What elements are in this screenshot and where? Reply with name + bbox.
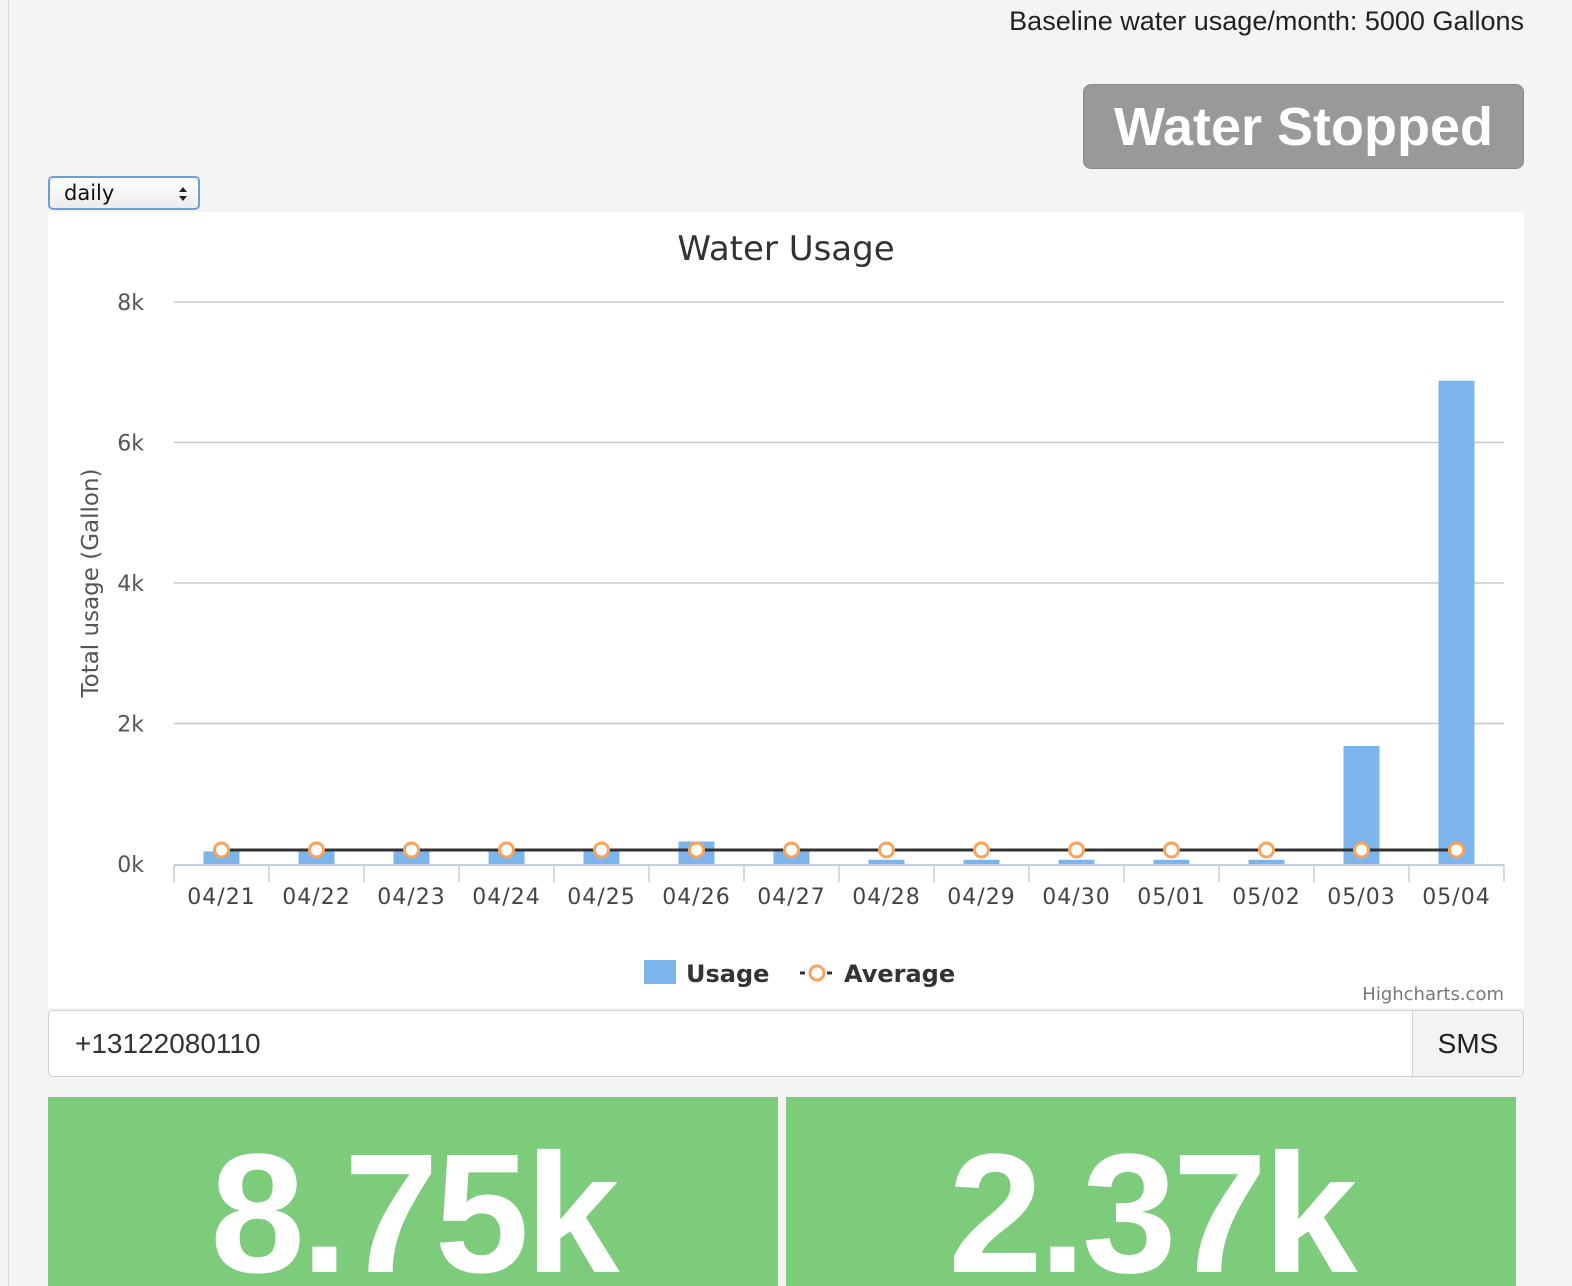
usage-bar: [1248, 859, 1285, 864]
phone-sms-group: SMS: [48, 1010, 1524, 1077]
x-tick-label: 05/04: [1422, 885, 1490, 910]
x-tick-label: 04/24: [472, 885, 540, 910]
sms-button[interactable]: SMS: [1412, 1011, 1523, 1076]
average-point: [593, 841, 610, 859]
x-tick-label: 04/22: [282, 885, 350, 910]
usage-bar: [963, 859, 1000, 864]
x-tick-label: 04/23: [377, 885, 445, 910]
usage-bar: [1153, 859, 1190, 864]
y-tick-label: 6k: [117, 432, 144, 457]
y-tick-label: 0k: [117, 853, 144, 878]
x-tick-label: 05/01: [1137, 885, 1205, 910]
x-tick-label: 05/02: [1232, 885, 1300, 910]
average-point: [1448, 841, 1465, 859]
usage-bar: [1438, 380, 1475, 864]
average-point: [403, 841, 420, 859]
y-axis-label: Total usage (Gallon): [78, 468, 104, 698]
average-point: [973, 841, 990, 859]
page-left-border: [8, 0, 9, 1286]
legend-usage-swatch: [644, 960, 676, 984]
x-tick-label: 04/28: [852, 885, 920, 910]
average-point: [1353, 841, 1370, 859]
legend-average-marker: [808, 964, 826, 982]
usage-bar: [868, 859, 905, 864]
y-tick-label: 8k: [117, 291, 144, 316]
baseline-usage-text: Baseline water usage/month: 5000 Gallons: [1009, 6, 1524, 36]
chart-title: Water Usage: [677, 229, 894, 269]
period-select-value: daily: [64, 181, 115, 205]
stat-tile-total: 8.75k: [48, 1097, 778, 1286]
phone-number-input[interactable]: [49, 1011, 1412, 1076]
legend-usage-label: Usage: [686, 960, 769, 988]
x-tick-label: 05/03: [1327, 885, 1395, 910]
x-tick-label: 04/26: [662, 885, 730, 910]
usage-bar: [1058, 859, 1095, 864]
legend-average-label: Average: [844, 960, 955, 988]
average-point: [1258, 841, 1275, 859]
average-point: [1163, 841, 1180, 859]
y-tick-label: 2k: [117, 713, 144, 738]
water-usage-chart: Water Usage 0k 2k 4k 6k 8k Total usage (Gallon…: [48, 212, 1524, 1008]
period-select[interactable]: daily: [48, 176, 200, 210]
chart-svg: Water Usage 0k 2k 4k 6k 8k Total usage (Gallon…: [78, 229, 1505, 1005]
stat-tile-average: 2.37k: [786, 1097, 1516, 1286]
average-point: [878, 841, 895, 859]
water-stopped-button[interactable]: Water Stopped: [1083, 84, 1524, 169]
average-point: [213, 841, 230, 859]
y-tick-label: 4k: [117, 572, 144, 597]
select-arrows-icon: [179, 187, 187, 201]
x-tick-label: 04/30: [1042, 885, 1110, 910]
average-point: [688, 841, 705, 859]
average-point: [783, 841, 800, 859]
x-tick-label: 04/27: [757, 885, 825, 910]
x-tick-label: 04/29: [947, 885, 1015, 910]
x-tick-label: 04/25: [567, 885, 635, 910]
average-point: [1068, 841, 1085, 859]
average-point: [308, 841, 325, 859]
chart-credits: Highcharts.com: [1362, 984, 1504, 1005]
x-tick-label: 04/21: [187, 885, 255, 910]
average-point: [498, 841, 515, 859]
